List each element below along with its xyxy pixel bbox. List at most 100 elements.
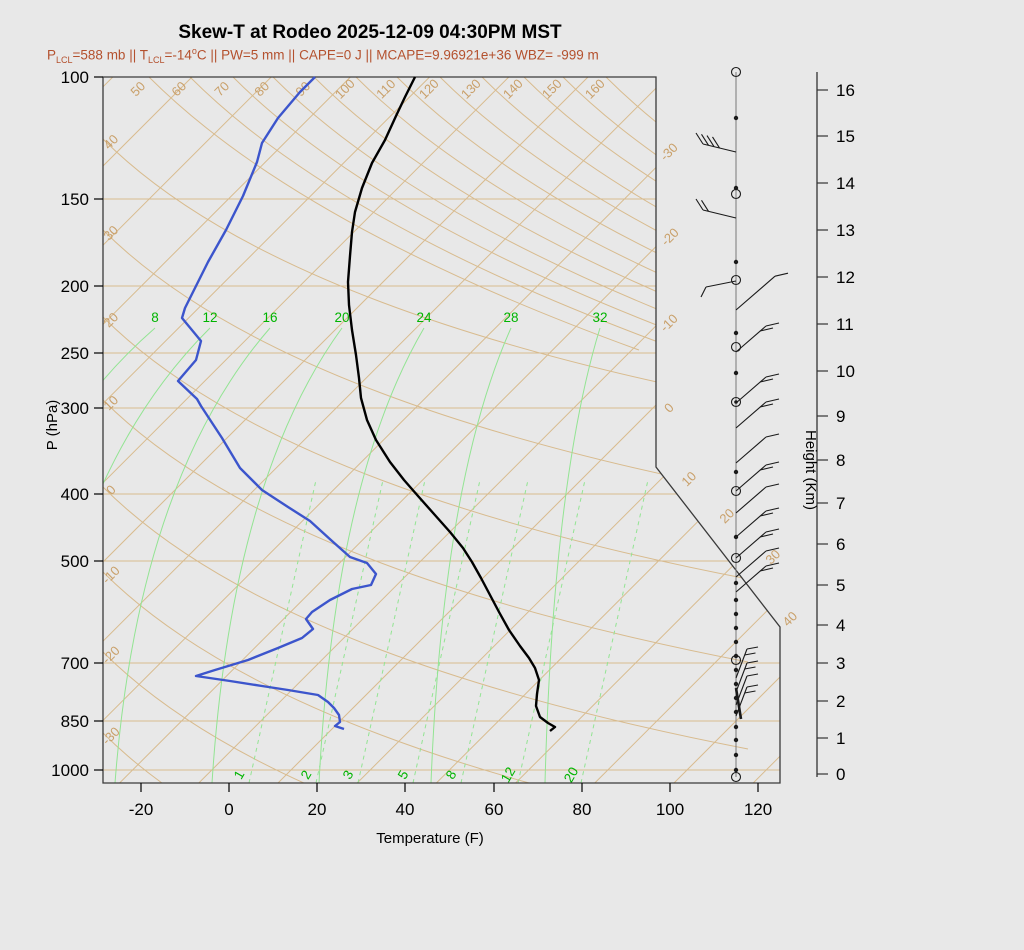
wind-barb-stroke bbox=[735, 486, 767, 514]
x-axis-title: Temperature (F) bbox=[376, 830, 484, 847]
isotherm-label: 20 bbox=[716, 505, 737, 526]
background-grid bbox=[103, 77, 780, 783]
wind-level-circle bbox=[730, 771, 742, 783]
wind-level-dot bbox=[733, 667, 739, 673]
moist-adiabat-label: 8 bbox=[151, 310, 159, 325]
isotherm-label: -20 bbox=[658, 225, 682, 249]
wind-barb-stroke bbox=[759, 403, 774, 408]
moist-adiabat-label: 12 bbox=[202, 310, 217, 325]
isotherm-label: -10 bbox=[657, 311, 681, 335]
wind-level-circle bbox=[730, 396, 742, 408]
temp-tick-label: 0 bbox=[224, 800, 233, 819]
height-tick-label: 0 bbox=[836, 765, 845, 784]
isotherm-label: 0 bbox=[661, 400, 677, 416]
dry-adiabat-label: 80 bbox=[251, 78, 272, 99]
wind-barb-stroke bbox=[759, 512, 774, 517]
wind-level-circle bbox=[730, 485, 742, 497]
wind-barb-stroke bbox=[765, 547, 780, 552]
wind-barb-stroke bbox=[746, 660, 759, 664]
isotherm-line bbox=[119, 77, 780, 783]
wind-barb-stroke bbox=[735, 565, 767, 593]
dry-adiabat bbox=[189, 77, 681, 351]
mixing-ratio-line bbox=[357, 479, 426, 783]
pressure-tick-label: 850 bbox=[61, 712, 89, 731]
wind-level-dot bbox=[733, 259, 739, 265]
moist-adiabat bbox=[103, 327, 211, 783]
wind-barb-stroke bbox=[735, 686, 748, 717]
wind-barb-stroke bbox=[746, 673, 759, 677]
wind-barb-stroke bbox=[744, 666, 756, 670]
subtitle-segment: =588 mb || T bbox=[72, 47, 148, 63]
height-tick-label: 10 bbox=[836, 362, 855, 381]
dry-adiabat-label: 0 bbox=[103, 482, 119, 498]
chart-subtitle: PLCL=588 mb || TLCL=-14oC || PW=5 mm || … bbox=[47, 46, 599, 65]
wind-level-dot bbox=[733, 115, 739, 121]
dewpoint-curve bbox=[176, 76, 378, 731]
subtitle-segment: o bbox=[191, 46, 197, 56]
wind-barb-stroke bbox=[735, 531, 767, 559]
wind-barb-stroke bbox=[735, 436, 767, 464]
dry-adiabat bbox=[396, 77, 780, 351]
temp-tick-label: 40 bbox=[396, 800, 415, 819]
wind-level-circle bbox=[730, 188, 742, 200]
wind-level-dot bbox=[733, 597, 739, 603]
wind-level-circle bbox=[730, 654, 742, 666]
dry-adiabat bbox=[103, 571, 749, 783]
isotherm-label: -30 bbox=[657, 140, 681, 164]
moist-adiabat-label: 28 bbox=[503, 310, 518, 325]
wind-barb-stroke bbox=[759, 327, 774, 332]
isotherm-line bbox=[515, 77, 780, 783]
mixing-ratio-line bbox=[460, 479, 529, 783]
height-tick-label: 7 bbox=[836, 494, 845, 513]
dry-adiabat bbox=[103, 486, 749, 750]
temp-tick-label: -20 bbox=[129, 800, 154, 819]
isotherm-line bbox=[198, 77, 780, 783]
wind-barb-stroke bbox=[701, 200, 709, 212]
height-tick-label: 9 bbox=[836, 407, 845, 426]
isotherm-line bbox=[103, 77, 193, 783]
wind-barb-stroke bbox=[765, 528, 780, 533]
mixing-ratio-line bbox=[412, 479, 481, 783]
wind-barb-stroke bbox=[746, 646, 759, 650]
pressure-axis-title: P (hPa) bbox=[44, 400, 61, 451]
dry-adiabat-label: 150 bbox=[539, 76, 565, 102]
dry-adiabat bbox=[103, 399, 749, 663]
dry-adiabat bbox=[313, 77, 780, 351]
mixing-ratio-line bbox=[580, 479, 649, 783]
mixing-ratio-line bbox=[248, 479, 317, 783]
wind-barb-stroke bbox=[735, 325, 767, 353]
moist-adiabat bbox=[544, 327, 601, 783]
subtitle-segment: =-14 bbox=[164, 47, 192, 63]
isotherm-label: 40 bbox=[779, 608, 800, 629]
wind-level-circle bbox=[730, 552, 742, 564]
dry-adiabat-label: 50 bbox=[127, 78, 148, 99]
wind-barb-stroke bbox=[765, 461, 780, 466]
height-axis-title: Height (Km) bbox=[802, 430, 819, 510]
wind-level-dot bbox=[733, 639, 739, 645]
height-tick-label: 2 bbox=[836, 692, 845, 711]
wind-barb-stroke bbox=[765, 562, 780, 567]
dry-adiabat bbox=[103, 651, 749, 783]
isotherm-line bbox=[356, 77, 780, 783]
isotherm-line bbox=[103, 77, 510, 783]
isotherm-line bbox=[594, 77, 780, 783]
height-tick-label: 16 bbox=[836, 81, 855, 100]
subtitle-segment: LCL bbox=[147, 55, 165, 66]
dry-adiabat bbox=[103, 732, 749, 783]
isotherm-line bbox=[103, 77, 272, 783]
dry-adiabat bbox=[103, 316, 749, 580]
wind-level-dot bbox=[733, 580, 739, 586]
height-tick-label: 14 bbox=[836, 174, 855, 193]
moist-adiabat bbox=[318, 327, 425, 783]
wind-barb-stroke bbox=[705, 280, 737, 288]
temp-tick-label: 80 bbox=[573, 800, 592, 819]
wind-level-dot bbox=[733, 752, 739, 758]
wind-barb-stroke bbox=[765, 507, 780, 512]
dry-adiabat-label: 120 bbox=[416, 76, 442, 102]
dry-adiabat bbox=[562, 77, 780, 351]
subtitle-segment: P bbox=[47, 47, 57, 63]
height-tick-label: 15 bbox=[836, 127, 855, 146]
wind-barb-stroke bbox=[735, 550, 767, 578]
